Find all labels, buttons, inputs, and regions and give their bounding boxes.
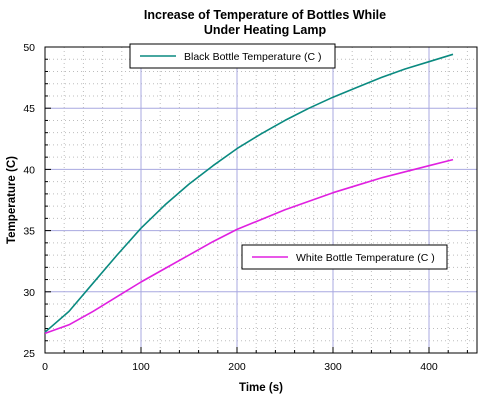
x-axis-ticks: 0 100 200 300 400 (42, 347, 468, 373)
y-tick-label: 35 (23, 226, 35, 238)
chart-title-line-2: Under Heating Lamp (204, 23, 327, 37)
chart-title-line-1: Increase of Temperature of Bottles While (144, 8, 386, 22)
y-tick-label: 25 (23, 348, 35, 360)
major-grid (45, 47, 477, 353)
series-line-black-bottle (44, 53, 454, 333)
y-tick-label: 50 (23, 42, 35, 54)
series-line-white-bottle (44, 158, 454, 335)
y-tick-label: 45 (23, 103, 35, 115)
plot-frame (44, 46, 478, 354)
x-tick-label: 100 (132, 361, 150, 373)
legend-black-bottle: Black Bottle Temperature (C ) (129, 43, 336, 69)
x-axis-label: Time (s) (239, 382, 283, 394)
y-tick-label: 30 (23, 287, 35, 299)
legend-label-black: Black Bottle Temperature (C ) (184, 51, 322, 63)
x-tick-label: 0 (42, 361, 48, 373)
x-tick-label: 400 (420, 361, 438, 373)
legend-label-white: White Bottle Temperature (C ) (296, 252, 435, 264)
x-tick-label: 200 (228, 361, 246, 373)
minor-grid (45, 47, 477, 353)
y-tick-label: 40 (23, 164, 35, 176)
x-tick-label: 300 (324, 361, 342, 373)
y-axis-label: Temperature (C) (6, 156, 18, 244)
series-layer (44, 53, 454, 335)
legend-white-bottle: White Bottle Temperature (C ) (241, 244, 448, 270)
y-axis-ticks: 25 30 35 40 45 50 (23, 42, 51, 360)
